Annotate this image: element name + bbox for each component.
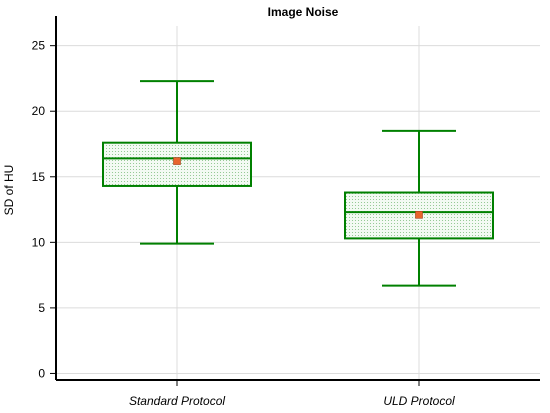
x-tick-label: ULD Protocol (383, 394, 455, 408)
x-tick-label: Standard Protocol (129, 394, 225, 408)
y-tick-label: 10 (32, 235, 46, 249)
y-tick-label: 15 (32, 170, 46, 184)
box-series (102, 80, 494, 287)
x-axis-ticks: Standard Protocol ULD Protocol (129, 380, 455, 408)
y-tick-label: 20 (32, 104, 46, 118)
y-tick-label: 0 (38, 366, 45, 380)
y-tick-label: 5 (38, 301, 45, 315)
mean-marker (173, 157, 181, 165)
y-tick-label: 25 (32, 39, 46, 53)
chart-title: Image Noise (268, 5, 339, 19)
mean-marker (415, 211, 423, 219)
axes (55, 16, 540, 381)
y-axis-label: SD of HU (2, 165, 16, 216)
box-group (344, 129, 494, 287)
box-group (102, 80, 252, 245)
y-axis-ticks: 0 5 10 15 20 25 (32, 39, 56, 380)
